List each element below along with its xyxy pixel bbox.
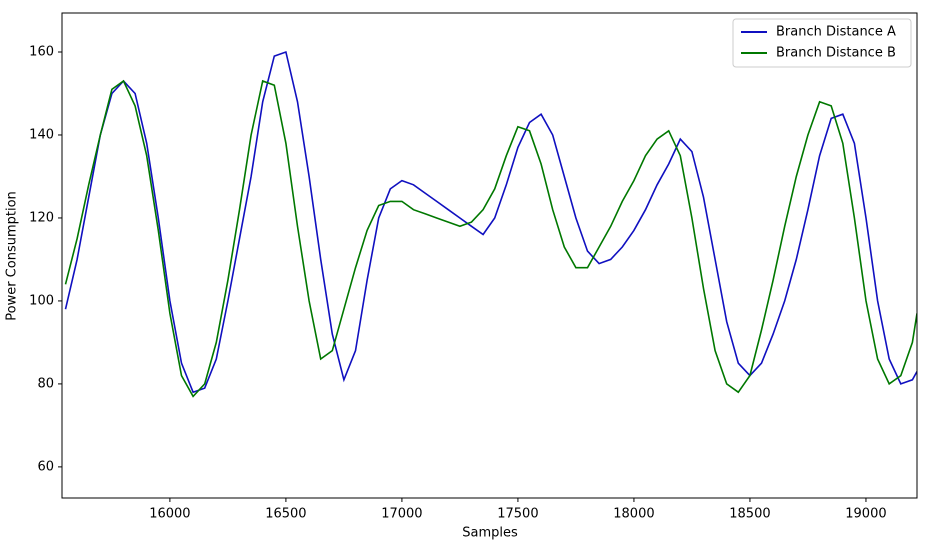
x-tick-label: 16000 (149, 507, 190, 522)
x-tick-label: 16500 (265, 507, 306, 522)
legend-label: Branch Distance B (776, 46, 896, 61)
plot-frame (61, 12, 918, 499)
y-tick-label: 60 (37, 459, 54, 474)
y-axis-label: Power Consumption (5, 191, 20, 321)
x-tick-label: 18000 (613, 507, 654, 522)
y-tick-label: 160 (29, 44, 54, 59)
x-tick-label: 19000 (845, 507, 886, 522)
legend-box (732, 18, 912, 68)
series-line (64, 50, 917, 394)
x-axis-label: Samples (462, 526, 518, 541)
x-tick-label: 17500 (497, 507, 538, 522)
x-tick-label: 17000 (381, 507, 422, 522)
y-tick-label: 80 (37, 376, 54, 391)
legend-label: Branch Distance A (776, 25, 896, 40)
y-tick-label: 120 (29, 210, 54, 225)
y-tick-label: 100 (29, 293, 54, 308)
x-tick-label: 18500 (729, 507, 770, 522)
y-tick-label: 140 (29, 127, 54, 142)
series-line (64, 79, 917, 398)
